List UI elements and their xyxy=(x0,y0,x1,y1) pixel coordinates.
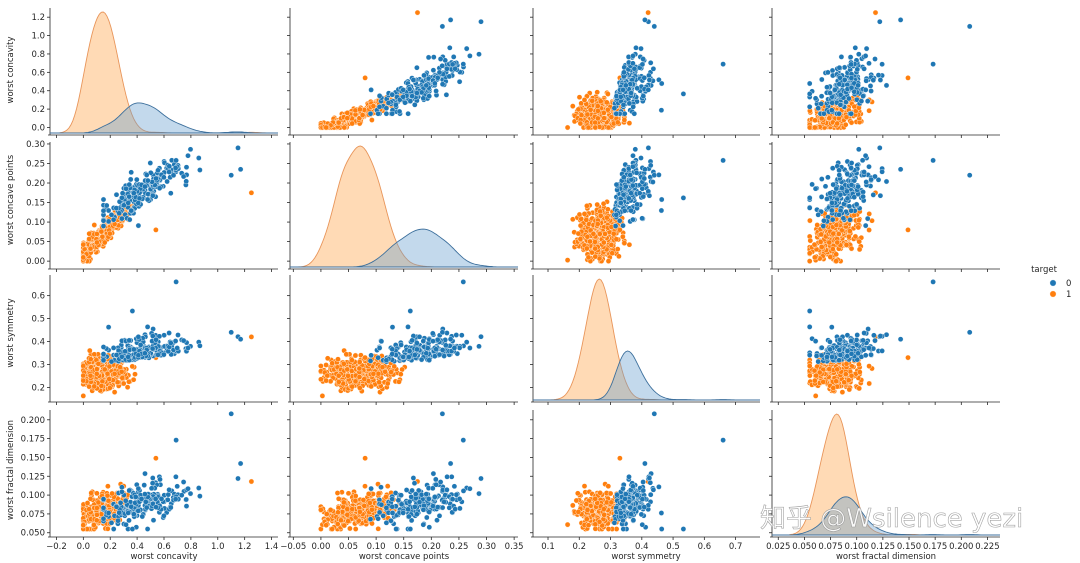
panel-2-1 xyxy=(287,275,518,405)
svg-text:0.8: 0.8 xyxy=(31,50,45,60)
kde-class-0 xyxy=(772,496,1000,536)
kde-class-0 xyxy=(290,228,518,268)
kde-class-0 xyxy=(533,350,760,401)
pairplot-grid: 0.0 0.2 0.4 0.6 0.8 1.0 1.2 0.00 0.05 0.10 0.15 0.2… xyxy=(21,8,1000,552)
panel-2-2 xyxy=(530,275,760,405)
panel-0-1 xyxy=(287,8,518,138)
panel-0-2 xyxy=(530,8,760,138)
x-axis-labels: worst concavity worst concave points wor… xyxy=(130,552,936,562)
panel-0-0: 0.0 0.2 0.4 0.6 0.8 1.0 1.2 xyxy=(31,8,278,138)
kde-class-0 xyxy=(50,102,278,134)
scatter-points xyxy=(806,279,973,399)
ylabel-row-2: worst symmetry xyxy=(6,298,16,367)
scatter-points xyxy=(318,410,484,532)
panel-3-1: −0.05 0.00 0.05 0.10 0.15 0.20 0.25 0.30 0.35 xyxy=(280,410,524,552)
svg-text:0.5: 0.5 xyxy=(31,315,45,325)
legend-label-1: 1 xyxy=(1066,290,1071,300)
scatter-points xyxy=(80,410,255,532)
svg-text:1.0: 1.0 xyxy=(31,32,45,42)
legend-marker-1 xyxy=(1049,290,1057,298)
scatter-points xyxy=(564,145,726,264)
xlabel-col-0: worst concavity xyxy=(130,552,197,562)
xlabel-col-1: worst concave points xyxy=(359,552,450,562)
svg-text:0.6: 0.6 xyxy=(31,292,45,302)
svg-text:0.25: 0.25 xyxy=(26,159,45,169)
ylabel-row-0: worst concavity xyxy=(6,36,16,103)
scatter-points xyxy=(564,9,726,131)
panel-3-0: −0.2 0.0 0.2 0.4 0.6 0.8 1.0 1.2 1.40.0500.0750.… xyxy=(21,410,278,552)
svg-text:0.10: 0.10 xyxy=(26,218,45,228)
svg-text:0.20: 0.20 xyxy=(26,179,45,189)
svg-text:1.2: 1.2 xyxy=(31,13,45,23)
panel-0-3 xyxy=(769,8,1000,138)
svg-text:0.2: 0.2 xyxy=(31,383,45,393)
svg-text:0.4: 0.4 xyxy=(31,87,45,97)
panel-1-3 xyxy=(769,142,1000,272)
svg-text:0.2: 0.2 xyxy=(31,105,45,115)
scatter-points xyxy=(80,145,255,264)
legend-title: target xyxy=(1031,265,1058,275)
scatter-points xyxy=(564,410,726,532)
legend-label-0: 0 xyxy=(1066,279,1071,289)
svg-text:0.00: 0.00 xyxy=(26,257,45,267)
xlabel-col-3: worst fractal dimension xyxy=(836,552,936,562)
panel-3-3: 0.025 0.050 0.075 0.100 0.125 0.150 0.175 0.200… xyxy=(766,410,1000,552)
svg-text:0.30: 0.30 xyxy=(26,140,45,150)
ylabel-row-3: worst fractal dimension xyxy=(6,420,16,520)
svg-text:0.4: 0.4 xyxy=(31,338,45,348)
panel-3-2: 0.1 0.2 0.3 0.4 0.5 0.6 0.7 xyxy=(530,410,760,552)
svg-text:0.3: 0.3 xyxy=(31,360,45,370)
ylabel-row-1: worst concave points xyxy=(6,154,16,245)
svg-text:0.0: 0.0 xyxy=(31,123,45,133)
panel-2-0: 0.2 0.3 0.4 0.5 0.6 xyxy=(31,275,278,405)
svg-text:0.6: 0.6 xyxy=(31,68,45,78)
y-axis-labels: worst concavity worst concave points wor… xyxy=(6,36,16,520)
panel-2-3 xyxy=(769,275,1000,405)
scatter-points xyxy=(318,9,484,131)
legend-marker-0 xyxy=(1049,279,1057,287)
svg-text:0.15: 0.15 xyxy=(26,199,45,209)
panel-1-1 xyxy=(287,142,518,272)
watermark: 知乎 @Wsilence yezi xyxy=(760,504,1023,534)
svg-text:0.05: 0.05 xyxy=(26,238,45,248)
scatter-points xyxy=(806,145,973,264)
scatter-points xyxy=(806,9,973,131)
panel-1-0: 0.00 0.05 0.10 0.15 0.20 0.25 0.30 xyxy=(26,140,278,272)
xlabel-col-2: worst symmetry xyxy=(611,552,680,562)
scatter-points xyxy=(80,279,255,399)
panel-1-2 xyxy=(530,142,760,272)
legend: target 0 1 xyxy=(1031,265,1071,300)
scatter-points xyxy=(318,279,484,399)
